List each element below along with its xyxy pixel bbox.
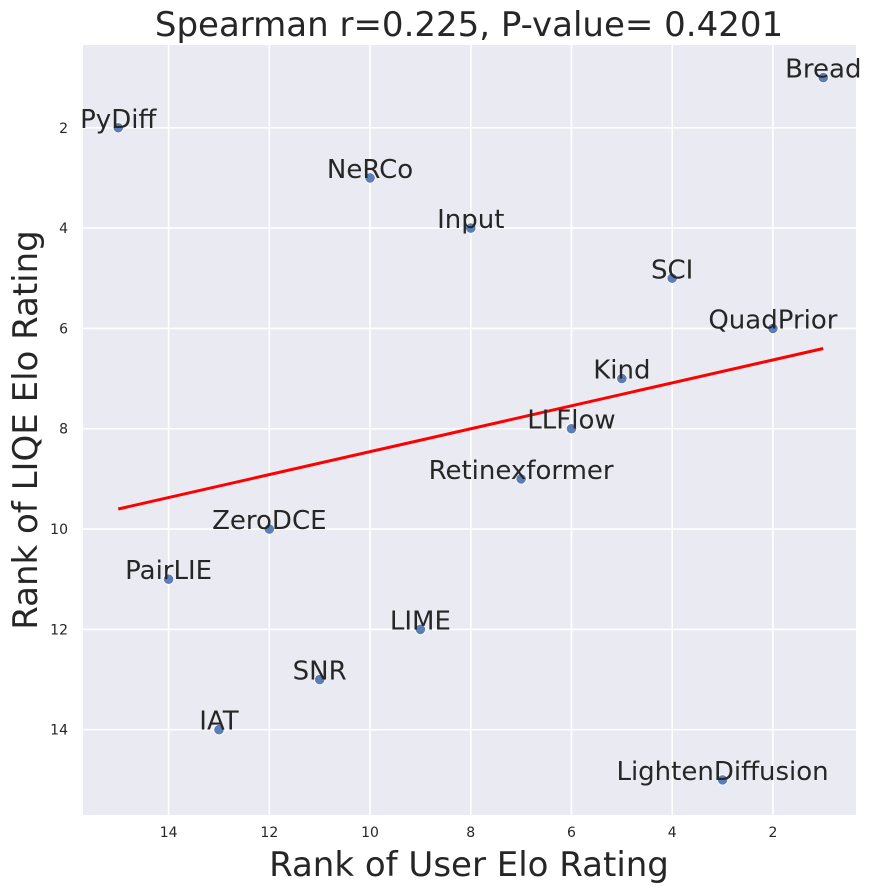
point-label-quadprior: QuadPrior	[708, 305, 837, 335]
point-label-pairlie: PairLIE	[125, 556, 212, 586]
x-tick-label: 6	[567, 825, 576, 841]
point-label-input: Input	[437, 205, 504, 235]
data-point-llflow	[565, 423, 578, 435]
data-point-quadprior	[767, 322, 779, 335]
x-tick-label: 8	[466, 825, 475, 841]
x-axis-label: Rank of User Elo Rating	[269, 845, 669, 885]
x-tick-label: 10	[361, 825, 379, 841]
point-label-iat: IAT	[199, 707, 238, 737]
data-point-retinexformer	[515, 473, 527, 485]
data-point-lime	[414, 623, 427, 635]
point-label-kind: Kind	[593, 356, 650, 386]
point-label-llflow: LLFlow	[527, 406, 615, 436]
point-label-retinexformer: Retinexformer	[429, 456, 614, 486]
data-point-kind	[616, 372, 628, 385]
data-point-pairlie	[163, 573, 175, 585]
y-tick-label: 4	[59, 221, 68, 237]
point-label-nerco: NeRCo	[327, 155, 413, 185]
fit-line-group	[117, 347, 824, 511]
data-point-pydiff	[112, 122, 124, 134]
point-label-bread: Bread	[785, 55, 861, 85]
y-tick-label: 8	[59, 422, 68, 438]
regression-line	[117, 347, 824, 511]
point-labels: Bread PyDiff NeRCo Input SCI QuadPrior Kind LLF…	[80, 55, 861, 787]
point-label-snr: SNR	[293, 657, 347, 687]
data-point-snr	[314, 673, 326, 686]
point-label-lime: LIME	[390, 606, 451, 636]
x-tick-label: 2	[768, 825, 777, 841]
chart-title: Spearman r=0.225, P-value= 0.4201	[155, 5, 783, 45]
x-tick-label: 12	[260, 825, 278, 841]
y-axis-ticks: 2 4 6 8 10 12 14	[50, 121, 68, 739]
point-label-lightendiffusion: LightenDiffusion	[616, 757, 828, 787]
y-tick-label: 14	[50, 723, 68, 739]
y-tick-label: 10	[50, 522, 68, 538]
y-axis-label: Rank of LIQE Elo Rating	[6, 230, 46, 630]
y-tick-label: 12	[50, 622, 68, 638]
data-point-iat	[213, 724, 225, 736]
x-tick-label: 14	[160, 825, 178, 841]
data-points	[112, 72, 829, 786]
x-axis-ticks: 14 12 10 8 6 4 2	[160, 825, 778, 841]
y-tick-label: 6	[59, 321, 68, 337]
data-point-zerodce	[263, 523, 275, 535]
point-label-sci: SCI	[651, 255, 693, 285]
point-label-zerodce: ZeroDCE	[212, 506, 326, 536]
data-point-bread	[817, 72, 829, 84]
y-tick-label: 2	[59, 121, 68, 137]
data-point-input	[465, 222, 477, 234]
data-point-lightendiffusion	[716, 774, 729, 786]
point-label-pydiff: PyDiff	[80, 105, 157, 135]
x-tick-label: 4	[668, 825, 677, 841]
data-point-sci	[666, 272, 678, 284]
data-point-nerco	[364, 172, 376, 184]
